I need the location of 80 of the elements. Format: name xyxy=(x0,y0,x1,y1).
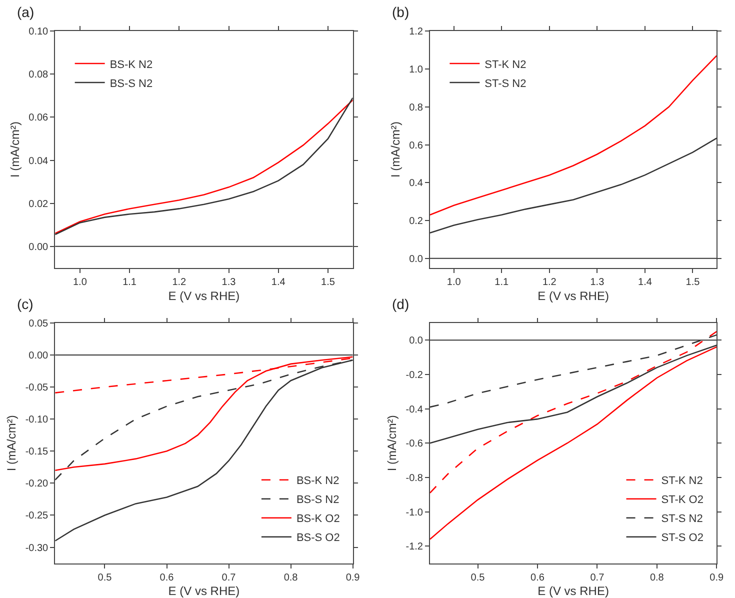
x-tick-label: 1.1 xyxy=(122,276,137,288)
y-tick-label: 1.0 xyxy=(409,64,424,76)
x-tick-label: 1.3 xyxy=(222,276,236,288)
x-tick-label: 1.1 xyxy=(494,276,510,288)
line-series xyxy=(430,137,717,234)
y-tick-label: -0.8 xyxy=(406,472,424,484)
y-tick-label: 0.0 xyxy=(409,254,424,265)
legend-label: ST-K N2 xyxy=(484,58,526,71)
x-axis-title: E (V vs RHE) xyxy=(168,288,240,303)
y-tick-label: 0.6 xyxy=(409,140,424,152)
y-tick-label: -0.20 xyxy=(25,478,49,490)
line-series xyxy=(430,344,717,444)
y-tick-label: -0.30 xyxy=(25,542,49,554)
y-tick-label: -0.25 xyxy=(25,510,49,522)
x-tick-label: 0.8 xyxy=(284,572,298,584)
y-tick-label: -0.10 xyxy=(25,414,49,426)
line-series xyxy=(430,55,717,216)
chart-title: (a) xyxy=(17,4,34,20)
x-tick-label: 0.7 xyxy=(590,572,605,584)
y-tick-label: 0.06 xyxy=(28,112,49,124)
y-tick-label: 1.2 xyxy=(409,26,424,38)
y-tick-label: 0.04 xyxy=(28,156,49,167)
x-tick-label: 0.5 xyxy=(470,572,486,584)
x-axis-title: E (V vs RHE) xyxy=(168,584,240,598)
x-tick-label: 0.9 xyxy=(346,572,360,584)
y-tick-label: -0.2 xyxy=(406,370,424,381)
chart-title: (d) xyxy=(392,296,410,312)
y-tick-label: 0.4 xyxy=(409,178,424,190)
x-tick-label: 0.8 xyxy=(650,572,664,584)
y-tick-label: 0.8 xyxy=(409,102,424,114)
legend-label: ST-K N2 xyxy=(661,475,703,488)
legend-label: BS-S N2 xyxy=(296,494,340,506)
x-tick-label: 1.3 xyxy=(590,276,605,288)
x-tick-label: 0.6 xyxy=(160,572,174,584)
y-tick-label: -1.0 xyxy=(406,507,424,518)
y-tick-label: 0.00 xyxy=(28,350,49,362)
y-axis-title: I (mA/cm²) xyxy=(4,415,19,472)
legend-label: BS-K N2 xyxy=(110,58,153,71)
line-series xyxy=(430,346,717,540)
legend-label: BS-S O2 xyxy=(296,532,340,544)
x-tick-label: 1.0 xyxy=(446,276,462,288)
x-tick-label: 1.2 xyxy=(172,276,187,288)
x-tick-label: 1.5 xyxy=(686,276,700,288)
chart-title: (b) xyxy=(392,4,410,20)
y-axis-title: I (mA/cm²) xyxy=(385,415,400,472)
legend-label: ST-S N2 xyxy=(661,513,703,526)
y-tick-label: -0.4 xyxy=(406,404,424,416)
y-tick-label: 0.0 xyxy=(409,336,424,347)
y-axis-title: I (mA/cm²) xyxy=(388,122,402,178)
x-tick-label: 0.6 xyxy=(530,572,545,584)
legend-label: ST-S O2 xyxy=(661,532,704,544)
x-tick-label: 1.4 xyxy=(271,276,286,288)
x-tick-label: 1.2 xyxy=(542,276,557,288)
x-tick-label: 0.5 xyxy=(98,572,112,584)
legend-label: BS-S N2 xyxy=(110,78,153,90)
x-tick-label: 1.5 xyxy=(321,276,336,288)
legend-label: ST-K O2 xyxy=(661,494,704,506)
legend-label: BS-K O2 xyxy=(296,513,340,526)
y-tick-label: 0.02 xyxy=(28,198,49,210)
y-tick-label: 0.10 xyxy=(28,26,49,38)
line-series xyxy=(430,334,717,408)
y-tick-label: 0.08 xyxy=(28,70,49,81)
y-tick-label: -0.05 xyxy=(25,382,49,394)
x-tick-label: 0.7 xyxy=(222,572,236,584)
line-series xyxy=(430,330,717,494)
y-tick-label: -0.6 xyxy=(406,438,424,450)
chart-title: (c) xyxy=(17,296,34,312)
x-axis-title: E (V vs RHE) xyxy=(538,288,609,303)
legend-label: ST-S N2 xyxy=(484,78,526,90)
y-tick-label: 0.2 xyxy=(409,216,424,228)
x-tick-label: 0.9 xyxy=(710,572,724,584)
legend-label: BS-K N2 xyxy=(296,475,340,488)
y-tick-label: -1.2 xyxy=(406,542,424,553)
y-axis-title: I (mA/cm²) xyxy=(8,122,22,178)
x-tick-label: 1.0 xyxy=(72,276,88,288)
y-tick-label: 0.05 xyxy=(28,318,49,330)
y-tick-label: -0.15 xyxy=(25,446,49,458)
x-tick-label: 1.4 xyxy=(638,276,652,288)
y-tick-label: 0.00 xyxy=(28,242,49,253)
x-axis-title: E (V vs RHE) xyxy=(538,584,609,598)
